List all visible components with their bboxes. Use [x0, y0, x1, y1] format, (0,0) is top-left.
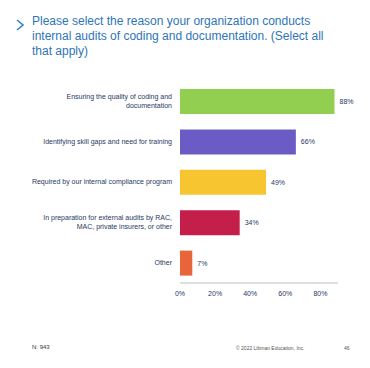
svg-text:In preparation for external au: In preparation for external audits by RA… — [43, 214, 172, 231]
html-text:N: 943: N: 943 — [32, 344, 50, 350]
svg-text:34%: 34% — [245, 219, 259, 226]
html-text:46: 46 — [344, 345, 350, 351]
svg-text:66%: 66% — [301, 138, 315, 145]
svg-text:20%: 20% — [208, 290, 222, 297]
svg-text:49%: 49% — [271, 179, 285, 186]
html-text:Please select the reason your: Please select the reason your organizati… — [32, 14, 324, 58]
svg-text:80%: 80% — [313, 290, 327, 297]
svg-text:7%: 7% — [197, 260, 207, 267]
svg-text:88%: 88% — [339, 98, 353, 105]
svg-text:Identifying skill gaps and nee: Identifying skill gaps and need for trai… — [43, 137, 172, 145]
svg-text:0%: 0% — [175, 290, 185, 297]
svg-text:Required by our internal compl: Required by our internal compliance prog… — [32, 178, 172, 186]
html-text:© 2022 Libman Education, Inc.: © 2022 Libman Education, Inc. — [236, 345, 305, 351]
svg-text:Other: Other — [154, 259, 172, 266]
svg-text:60%: 60% — [278, 290, 292, 297]
svg-text:40%: 40% — [243, 290, 257, 297]
svg-text:Ensuring the quality of coding: Ensuring the quality of coding anddocume… — [67, 93, 173, 109]
